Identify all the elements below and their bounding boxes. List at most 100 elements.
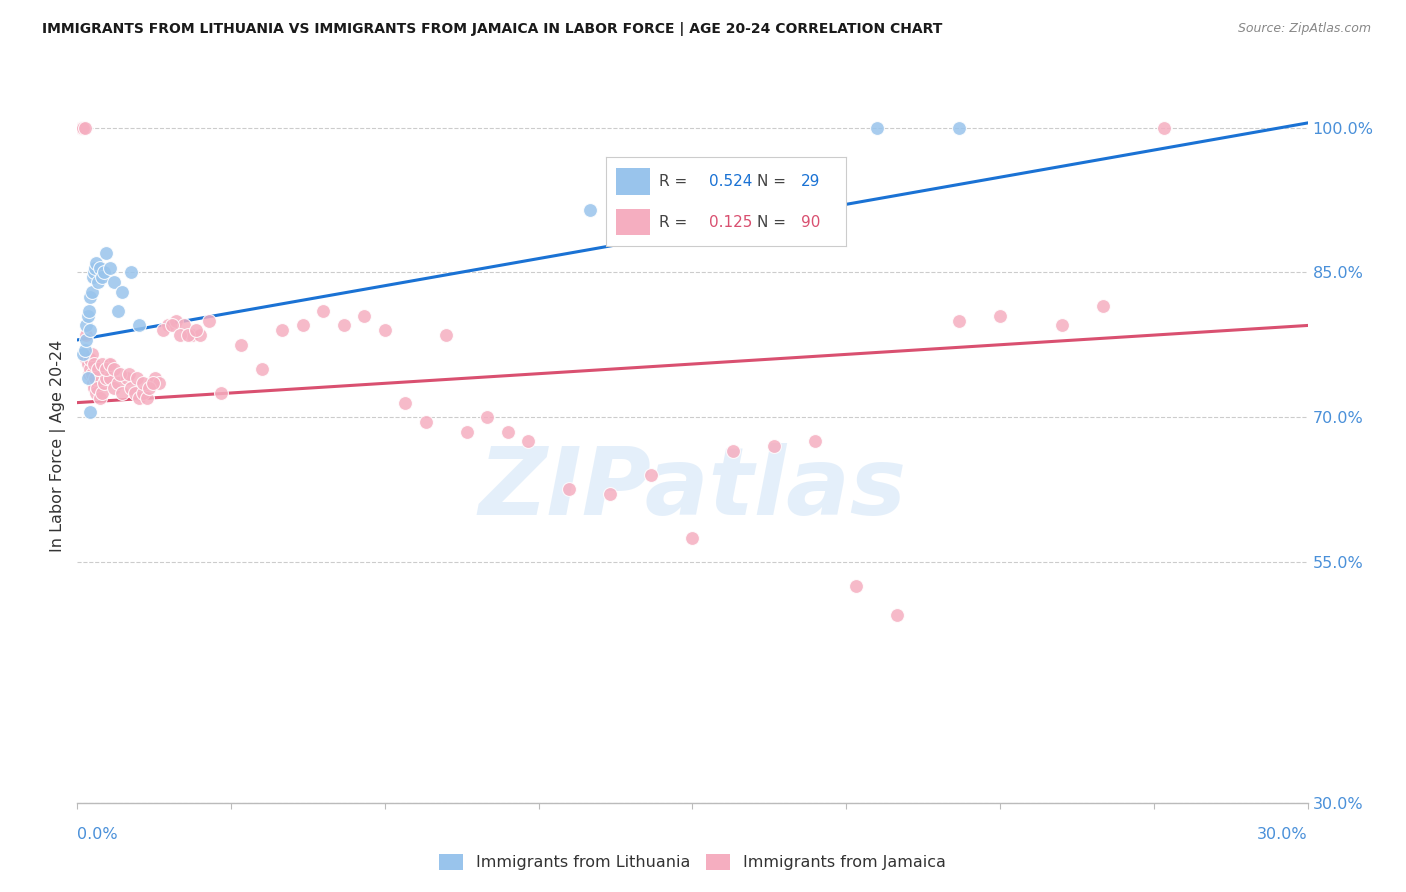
Text: R =: R = xyxy=(659,174,692,188)
Point xyxy=(73,343,96,357)
Point xyxy=(103,275,125,289)
Point xyxy=(94,371,117,385)
Point xyxy=(90,386,114,401)
Point xyxy=(866,120,889,135)
Point xyxy=(87,362,110,376)
Point xyxy=(136,391,159,405)
Point xyxy=(173,318,195,333)
Point xyxy=(160,318,183,333)
Point xyxy=(75,333,97,347)
Point xyxy=(1050,318,1073,333)
Point xyxy=(82,270,104,285)
Point xyxy=(80,347,103,361)
Point xyxy=(82,376,104,391)
Point xyxy=(98,357,121,371)
Point xyxy=(132,386,155,401)
Point xyxy=(436,328,458,343)
Point xyxy=(97,357,120,371)
Point xyxy=(128,391,150,405)
Point xyxy=(148,376,170,391)
Point xyxy=(107,304,129,318)
Point xyxy=(948,120,970,135)
Point xyxy=(723,443,745,458)
Point xyxy=(70,120,93,135)
Point xyxy=(156,318,179,333)
Point xyxy=(90,270,114,285)
Text: 0.125: 0.125 xyxy=(710,215,752,229)
Point xyxy=(312,304,335,318)
Point xyxy=(98,260,121,275)
Point xyxy=(79,362,101,376)
Point xyxy=(84,256,107,270)
Text: 0.524: 0.524 xyxy=(710,174,752,188)
Point xyxy=(120,381,142,395)
Point xyxy=(103,381,125,395)
Point xyxy=(111,386,134,401)
Text: IMMIGRANTS FROM LITHUANIA VS IMMIGRANTS FROM JAMAICA IN LABOR FORCE | AGE 20-24 : IMMIGRANTS FROM LITHUANIA VS IMMIGRANTS … xyxy=(42,22,942,37)
Point xyxy=(117,367,139,381)
Text: 90: 90 xyxy=(800,215,820,229)
Point xyxy=(90,357,114,371)
Point xyxy=(120,265,142,279)
Point xyxy=(128,318,150,333)
Point xyxy=(599,487,621,501)
Point xyxy=(456,425,478,439)
Text: 30.0%: 30.0% xyxy=(1257,827,1308,841)
Point xyxy=(77,367,100,381)
Point xyxy=(87,362,110,376)
Point xyxy=(231,337,253,351)
Point xyxy=(83,381,105,395)
Point xyxy=(138,381,160,395)
Point xyxy=(87,275,110,289)
Point xyxy=(79,352,101,367)
Point xyxy=(291,318,314,333)
Text: N =: N = xyxy=(758,174,792,188)
Point xyxy=(93,376,115,391)
Text: R =: R = xyxy=(659,215,692,229)
Point xyxy=(682,531,704,545)
Point xyxy=(143,371,166,385)
Point xyxy=(640,467,662,482)
Point xyxy=(79,289,101,303)
Point xyxy=(94,246,117,260)
Point xyxy=(77,304,100,318)
Point xyxy=(79,352,101,367)
Point xyxy=(415,415,437,429)
Point xyxy=(94,362,117,376)
Point xyxy=(1153,120,1175,135)
Point xyxy=(103,362,125,376)
Point xyxy=(83,371,105,385)
Point xyxy=(374,323,396,337)
Legend: Immigrants from Lithuania, Immigrants from Jamaica: Immigrants from Lithuania, Immigrants fr… xyxy=(433,848,952,877)
Point xyxy=(75,328,97,343)
Bar xyxy=(616,209,650,235)
Point xyxy=(517,434,540,449)
Point xyxy=(886,607,908,622)
Point xyxy=(165,313,187,327)
Point xyxy=(84,386,107,401)
Point xyxy=(72,120,94,135)
Point xyxy=(186,323,208,337)
Point xyxy=(579,202,602,217)
Point xyxy=(988,309,1011,323)
Point xyxy=(132,376,155,391)
Text: 0.0%: 0.0% xyxy=(77,827,118,841)
Point xyxy=(477,410,499,425)
Point xyxy=(333,318,356,333)
Point xyxy=(250,362,273,376)
Point xyxy=(141,376,163,391)
Point xyxy=(111,285,134,299)
Point xyxy=(80,367,103,381)
Point xyxy=(763,439,786,453)
Point xyxy=(209,386,232,401)
Point xyxy=(115,371,138,385)
Point xyxy=(845,579,868,593)
Point xyxy=(80,285,103,299)
Point xyxy=(394,395,416,409)
Point xyxy=(75,352,97,367)
Point xyxy=(83,357,105,371)
Point xyxy=(79,405,101,419)
Point xyxy=(70,120,93,135)
Point xyxy=(107,376,129,391)
Point xyxy=(558,483,581,497)
